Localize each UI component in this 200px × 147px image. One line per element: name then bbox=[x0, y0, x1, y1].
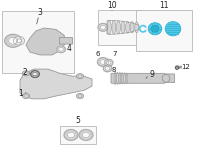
Circle shape bbox=[24, 72, 28, 75]
Text: 5: 5 bbox=[76, 116, 80, 125]
FancyBboxPatch shape bbox=[111, 73, 165, 83]
Ellipse shape bbox=[104, 59, 113, 66]
Ellipse shape bbox=[105, 67, 110, 70]
Ellipse shape bbox=[119, 72, 121, 84]
Ellipse shape bbox=[100, 25, 106, 29]
FancyBboxPatch shape bbox=[60, 126, 96, 144]
Ellipse shape bbox=[130, 22, 134, 33]
Ellipse shape bbox=[114, 72, 116, 85]
Text: 4: 4 bbox=[67, 44, 72, 53]
FancyBboxPatch shape bbox=[176, 66, 182, 68]
Circle shape bbox=[76, 74, 84, 79]
Ellipse shape bbox=[67, 132, 75, 138]
Ellipse shape bbox=[121, 73, 123, 84]
Ellipse shape bbox=[103, 65, 112, 72]
Ellipse shape bbox=[117, 72, 118, 85]
Text: 11: 11 bbox=[159, 1, 169, 10]
Ellipse shape bbox=[121, 21, 125, 34]
Circle shape bbox=[24, 95, 28, 97]
Ellipse shape bbox=[151, 25, 159, 32]
Ellipse shape bbox=[17, 39, 21, 43]
Text: 6: 6 bbox=[96, 51, 100, 57]
Ellipse shape bbox=[148, 23, 162, 35]
FancyBboxPatch shape bbox=[136, 10, 192, 51]
Ellipse shape bbox=[165, 22, 181, 36]
Ellipse shape bbox=[13, 36, 25, 45]
Ellipse shape bbox=[97, 58, 109, 66]
Ellipse shape bbox=[106, 61, 111, 65]
Ellipse shape bbox=[57, 46, 65, 53]
Circle shape bbox=[78, 75, 82, 77]
Ellipse shape bbox=[59, 47, 63, 51]
Text: 2: 2 bbox=[22, 68, 27, 77]
Text: 10: 10 bbox=[107, 1, 117, 10]
Ellipse shape bbox=[98, 23, 108, 31]
Text: 3: 3 bbox=[38, 8, 42, 17]
Ellipse shape bbox=[126, 21, 130, 33]
FancyBboxPatch shape bbox=[59, 37, 73, 44]
Ellipse shape bbox=[5, 34, 21, 47]
Circle shape bbox=[78, 95, 82, 97]
Ellipse shape bbox=[9, 37, 17, 44]
Ellipse shape bbox=[116, 21, 120, 34]
Ellipse shape bbox=[107, 20, 111, 34]
Text: 7: 7 bbox=[112, 51, 117, 57]
Ellipse shape bbox=[31, 71, 39, 77]
Ellipse shape bbox=[175, 66, 179, 70]
Text: 9: 9 bbox=[149, 70, 154, 78]
Polygon shape bbox=[20, 69, 92, 99]
FancyBboxPatch shape bbox=[98, 10, 142, 45]
Ellipse shape bbox=[33, 72, 37, 76]
Ellipse shape bbox=[126, 73, 128, 84]
Ellipse shape bbox=[82, 132, 90, 138]
Ellipse shape bbox=[112, 21, 116, 34]
Ellipse shape bbox=[100, 60, 106, 64]
Text: 8: 8 bbox=[112, 67, 116, 73]
Polygon shape bbox=[26, 28, 66, 55]
Text: 1: 1 bbox=[18, 89, 23, 98]
Ellipse shape bbox=[124, 73, 125, 84]
Text: 12: 12 bbox=[182, 64, 190, 70]
Circle shape bbox=[22, 71, 30, 76]
Ellipse shape bbox=[135, 22, 139, 33]
Circle shape bbox=[76, 93, 84, 99]
FancyBboxPatch shape bbox=[2, 11, 74, 73]
Ellipse shape bbox=[79, 130, 93, 140]
Ellipse shape bbox=[64, 130, 78, 140]
Circle shape bbox=[22, 93, 30, 99]
Ellipse shape bbox=[162, 74, 170, 82]
FancyBboxPatch shape bbox=[165, 74, 175, 83]
